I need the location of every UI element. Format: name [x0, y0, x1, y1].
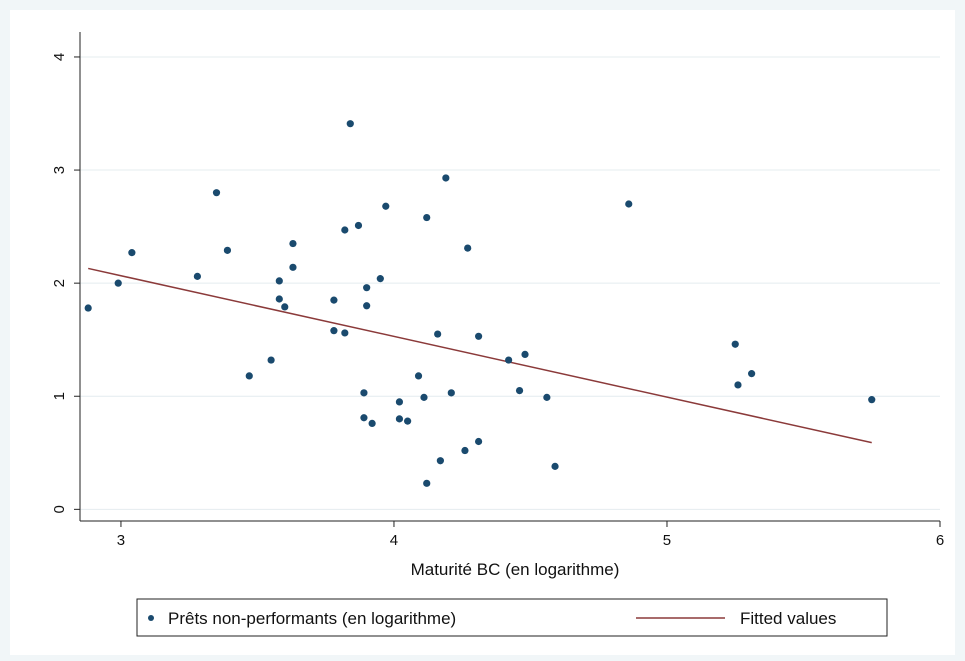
data-point	[363, 302, 371, 310]
data-point	[193, 272, 201, 280]
y-tick-label: 1	[51, 392, 68, 400]
data-point	[341, 329, 349, 337]
data-point	[289, 239, 297, 248]
data-point	[625, 200, 633, 208]
data-point	[395, 398, 404, 406]
data-point	[515, 386, 524, 395]
data-point	[868, 396, 876, 404]
data-point	[330, 327, 338, 335]
data-point	[341, 226, 349, 234]
legend: Prêts non-performants (en logarithme) Fi…	[136, 598, 888, 637]
x-tick-label: 3	[117, 532, 125, 549]
x-tick-label: 6	[936, 532, 944, 549]
data-point	[404, 417, 412, 425]
data-point	[363, 284, 371, 292]
axes	[79, 32, 940, 522]
data-point	[275, 295, 283, 303]
data-point	[731, 340, 739, 348]
fitted-line-group	[88, 267, 872, 444]
data-point	[84, 304, 92, 312]
data-point	[354, 221, 363, 230]
tick-marks: 0 1 2 3 4 3 4 5 6	[51, 53, 944, 549]
data-point	[461, 446, 469, 455]
data-point	[436, 457, 444, 465]
scatter-points	[84, 120, 876, 487]
legend-label-points: Prêts non-performants (en logarithme)	[168, 609, 456, 628]
data-point	[414, 372, 423, 380]
y-tick-label: 0	[51, 505, 68, 513]
data-point	[434, 330, 442, 338]
data-point	[423, 479, 431, 487]
data-point	[212, 189, 221, 197]
data-point	[395, 415, 404, 423]
data-point	[551, 462, 559, 470]
fitted-values-line	[88, 267, 872, 444]
data-point	[360, 389, 368, 397]
data-point	[475, 437, 483, 446]
data-point	[289, 263, 297, 271]
x-tick-label: 5	[663, 532, 671, 549]
scatter-chart: 0 1 2 3 4 3 4 5 6 Maturité BC (en logarithme) Pr…	[51, 32, 944, 637]
data-point	[505, 356, 513, 364]
legend-marker-points	[148, 615, 154, 621]
data-point	[360, 414, 368, 422]
data-point	[447, 389, 455, 397]
y-tick-label: 2	[51, 279, 68, 287]
data-point	[475, 332, 483, 340]
data-point	[423, 213, 431, 222]
data-point	[245, 372, 253, 380]
x-axis-title: Maturité BC (en logarithme)	[411, 560, 620, 579]
data-point	[382, 202, 390, 210]
x-tick-label: 4	[390, 532, 398, 549]
data-point	[464, 244, 472, 252]
data-point	[275, 277, 283, 285]
data-point	[376, 275, 384, 283]
data-point	[734, 381, 742, 389]
data-point	[521, 350, 529, 359]
grid-lines	[80, 56, 940, 510]
data-point	[346, 120, 354, 128]
data-point	[368, 419, 376, 427]
data-point	[223, 246, 232, 254]
data-point	[442, 174, 450, 182]
data-point	[114, 279, 122, 287]
data-point	[128, 249, 136, 257]
chart-frame: 0 1 2 3 4 3 4 5 6 Maturité BC (en logarithme) Pr…	[10, 10, 955, 655]
y-tick-label: 4	[51, 53, 68, 61]
data-point	[267, 356, 275, 364]
data-point	[281, 303, 289, 311]
data-point	[420, 393, 428, 401]
data-point	[330, 296, 338, 304]
legend-box	[136, 598, 888, 637]
y-tick-label: 3	[51, 166, 68, 174]
data-point	[543, 393, 551, 401]
legend-label-fit: Fitted values	[740, 609, 836, 628]
data-point	[748, 370, 756, 378]
